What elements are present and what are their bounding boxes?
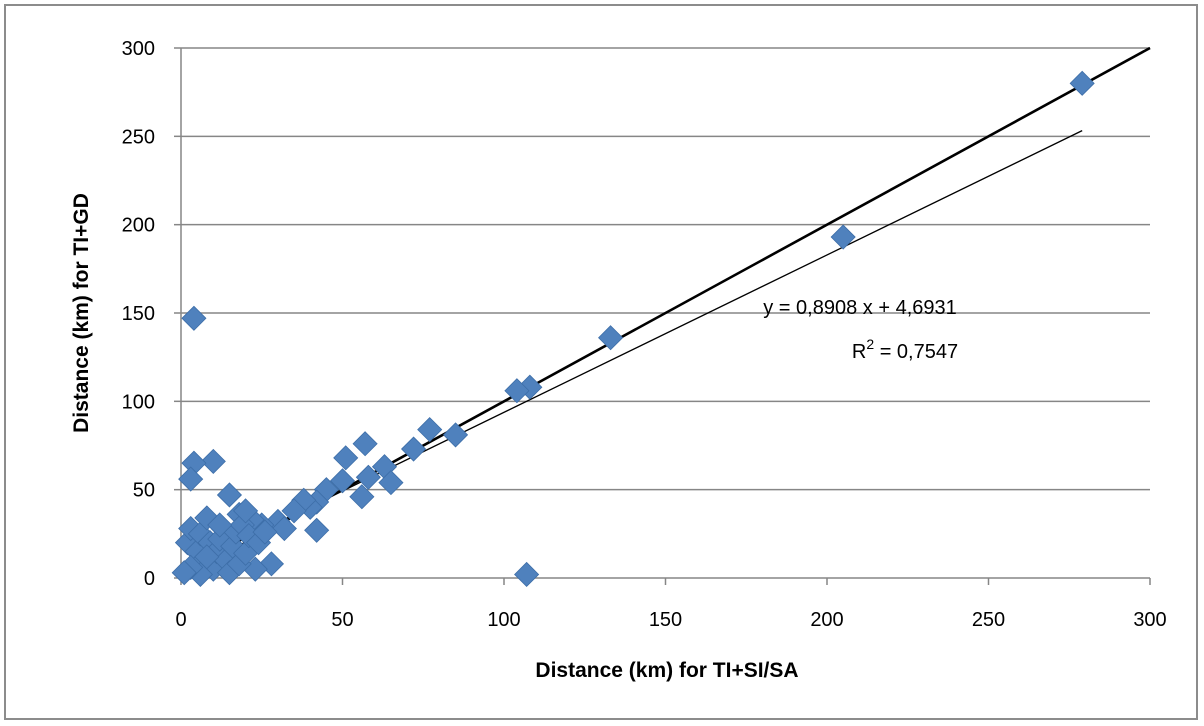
y-axis-title: Distance (km) for TI+GD xyxy=(70,193,93,433)
x-tick-label-150: 150 xyxy=(649,609,682,631)
data-point-9 xyxy=(352,431,378,457)
data-point-34 xyxy=(181,305,207,331)
data-point-11 xyxy=(378,470,404,496)
data-point-29 xyxy=(216,482,243,508)
data-point-0 xyxy=(1069,70,1095,96)
data-point-14 xyxy=(333,445,359,471)
y-tick-label-200: 200 xyxy=(122,215,155,237)
x-tick-label-200: 200 xyxy=(810,609,843,631)
data-point-61 xyxy=(233,498,259,524)
data-point-33 xyxy=(178,466,204,492)
data-point-20 xyxy=(304,517,330,543)
data-point-58 xyxy=(194,544,220,570)
x-tick-label-250: 250 xyxy=(972,609,1005,631)
data-point-7 xyxy=(417,417,443,443)
axis-labels: 0 50 100 150 200 250 300 0 50 100 150 200 250 300 xyxy=(122,38,1167,631)
y-tick-label-150: 150 xyxy=(122,303,155,325)
r-squared-label: R2 = 0,7547 xyxy=(852,336,958,363)
y-tick-label-50: 50 xyxy=(133,480,155,502)
data-point-60 xyxy=(171,560,197,586)
y-tick-label-300: 300 xyxy=(122,38,155,60)
x-tick-label-300: 300 xyxy=(1133,609,1166,631)
data-point-8 xyxy=(400,436,427,462)
x-tick-label-100: 100 xyxy=(487,609,520,631)
data-point-59 xyxy=(207,512,233,538)
data-point-4 xyxy=(504,378,530,404)
data-point-12 xyxy=(349,484,375,510)
gridlines xyxy=(181,47,1150,491)
data-point-55 xyxy=(252,519,278,545)
chart-frame xyxy=(4,4,1198,720)
trendline-equation: y = 0,8908 x + 4,6931 xyxy=(763,297,957,319)
x-axis-title: Distance (km) for TI+SI/SA xyxy=(535,659,798,682)
axes xyxy=(174,47,1151,585)
data-point-15 xyxy=(329,468,356,494)
x-tick-label-0: 0 xyxy=(175,609,186,631)
data-point-31 xyxy=(200,448,226,474)
y-tick-label-0: 0 xyxy=(144,568,155,590)
data-point-23 xyxy=(271,515,297,542)
data-point-1 xyxy=(830,224,856,250)
data-point-2 xyxy=(598,325,624,351)
y-tick-label-100: 100 xyxy=(122,391,155,413)
data-point-21 xyxy=(281,498,307,524)
data-point-5 xyxy=(514,561,540,588)
data-markers xyxy=(171,70,1095,588)
data-point-13 xyxy=(355,464,381,490)
x-tick-label-50: 50 xyxy=(331,609,353,631)
data-point-6 xyxy=(442,422,469,448)
y-tick-label-250: 250 xyxy=(122,126,155,148)
